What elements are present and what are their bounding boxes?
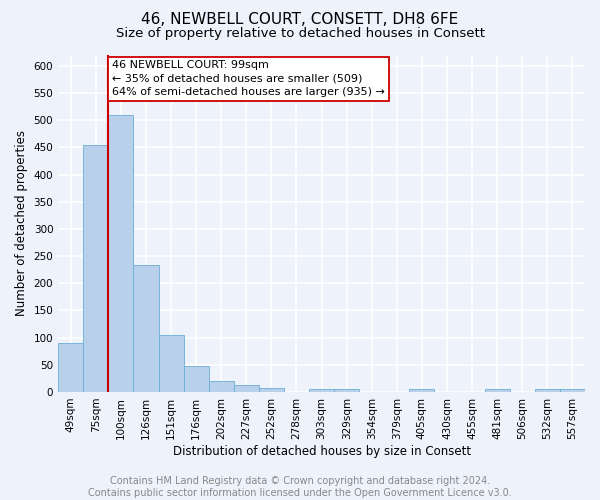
Text: Size of property relative to detached houses in Consett: Size of property relative to detached ho… [115,28,485,40]
Text: 46, NEWBELL COURT, CONSETT, DH8 6FE: 46, NEWBELL COURT, CONSETT, DH8 6FE [142,12,458,28]
Y-axis label: Number of detached properties: Number of detached properties [15,130,28,316]
Bar [485,389,510,392]
Bar [58,343,83,392]
Bar [209,380,234,392]
Bar [133,265,158,392]
Bar [184,366,209,392]
Text: Contains HM Land Registry data © Crown copyright and database right 2024.
Contai: Contains HM Land Registry data © Crown c… [88,476,512,498]
Bar [535,389,560,392]
Bar [309,389,334,392]
Bar [334,389,359,392]
Bar [234,385,259,392]
Bar [158,335,184,392]
Text: 46 NEWBELL COURT: 99sqm
← 35% of detached houses are smaller (509)
64% of semi-d: 46 NEWBELL COURT: 99sqm ← 35% of detache… [112,60,385,97]
X-axis label: Distribution of detached houses by size in Consett: Distribution of detached houses by size … [173,444,470,458]
Bar [409,389,434,392]
Bar [560,389,585,392]
Bar [109,116,133,392]
Bar [83,144,109,392]
Bar [259,388,284,392]
